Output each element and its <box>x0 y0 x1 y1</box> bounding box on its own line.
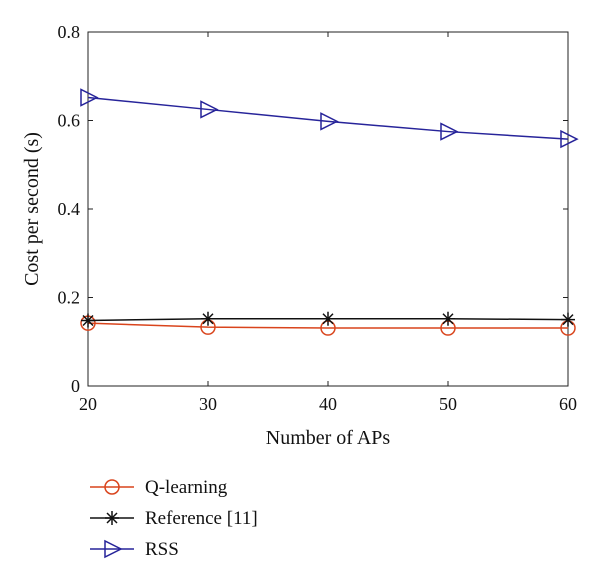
series-line <box>87 96 569 140</box>
y-tick-label: 0 <box>71 376 80 396</box>
legend: Q-learning Reference [11] RSS <box>90 477 258 560</box>
data-point <box>81 313 95 328</box>
x-tick-label: 60 <box>559 394 577 414</box>
data-point <box>441 311 455 326</box>
x-tick-label: 20 <box>79 394 97 414</box>
x-axis-label: Number of APs <box>266 427 391 449</box>
data-point <box>440 122 459 141</box>
legend-marker <box>105 511 119 525</box>
x-tick-label: 30 <box>199 394 217 414</box>
y-axis: 0 0.2 0.4 0.6 0.8 <box>58 22 568 396</box>
x-axis: 20 30 40 50 60 <box>79 32 577 414</box>
y-tick-label: 0.8 <box>58 22 81 42</box>
series-line <box>87 322 568 329</box>
y-axis-label: Cost per second (s) <box>21 132 43 286</box>
legend-item: RSS <box>90 539 179 560</box>
legend-marker <box>104 539 123 559</box>
data-point <box>80 88 99 107</box>
legend-item: Q-learning <box>90 477 228 498</box>
y-tick-label: 0.6 <box>58 111 81 131</box>
series-reference-11 <box>81 311 575 328</box>
legend-marker <box>104 479 120 495</box>
legend-item: Reference [11] <box>90 508 258 529</box>
data-point <box>321 311 335 326</box>
legend-label: Q-learning <box>145 477 228 498</box>
data-point <box>200 100 219 119</box>
series-layer <box>80 88 579 336</box>
data-point <box>320 112 339 131</box>
plot-area <box>87 31 569 387</box>
y-tick-label: 0.4 <box>58 199 81 219</box>
data-point <box>560 129 579 149</box>
x-tick-label: 50 <box>439 394 457 414</box>
legend-label: RSS <box>145 539 179 560</box>
data-point <box>561 312 575 327</box>
legend-label: Reference [11] <box>145 508 258 529</box>
x-tick-label: 40 <box>319 394 337 414</box>
y-tick-label: 0.2 <box>58 288 81 308</box>
series-rss <box>80 88 579 149</box>
data-point <box>201 311 215 326</box>
